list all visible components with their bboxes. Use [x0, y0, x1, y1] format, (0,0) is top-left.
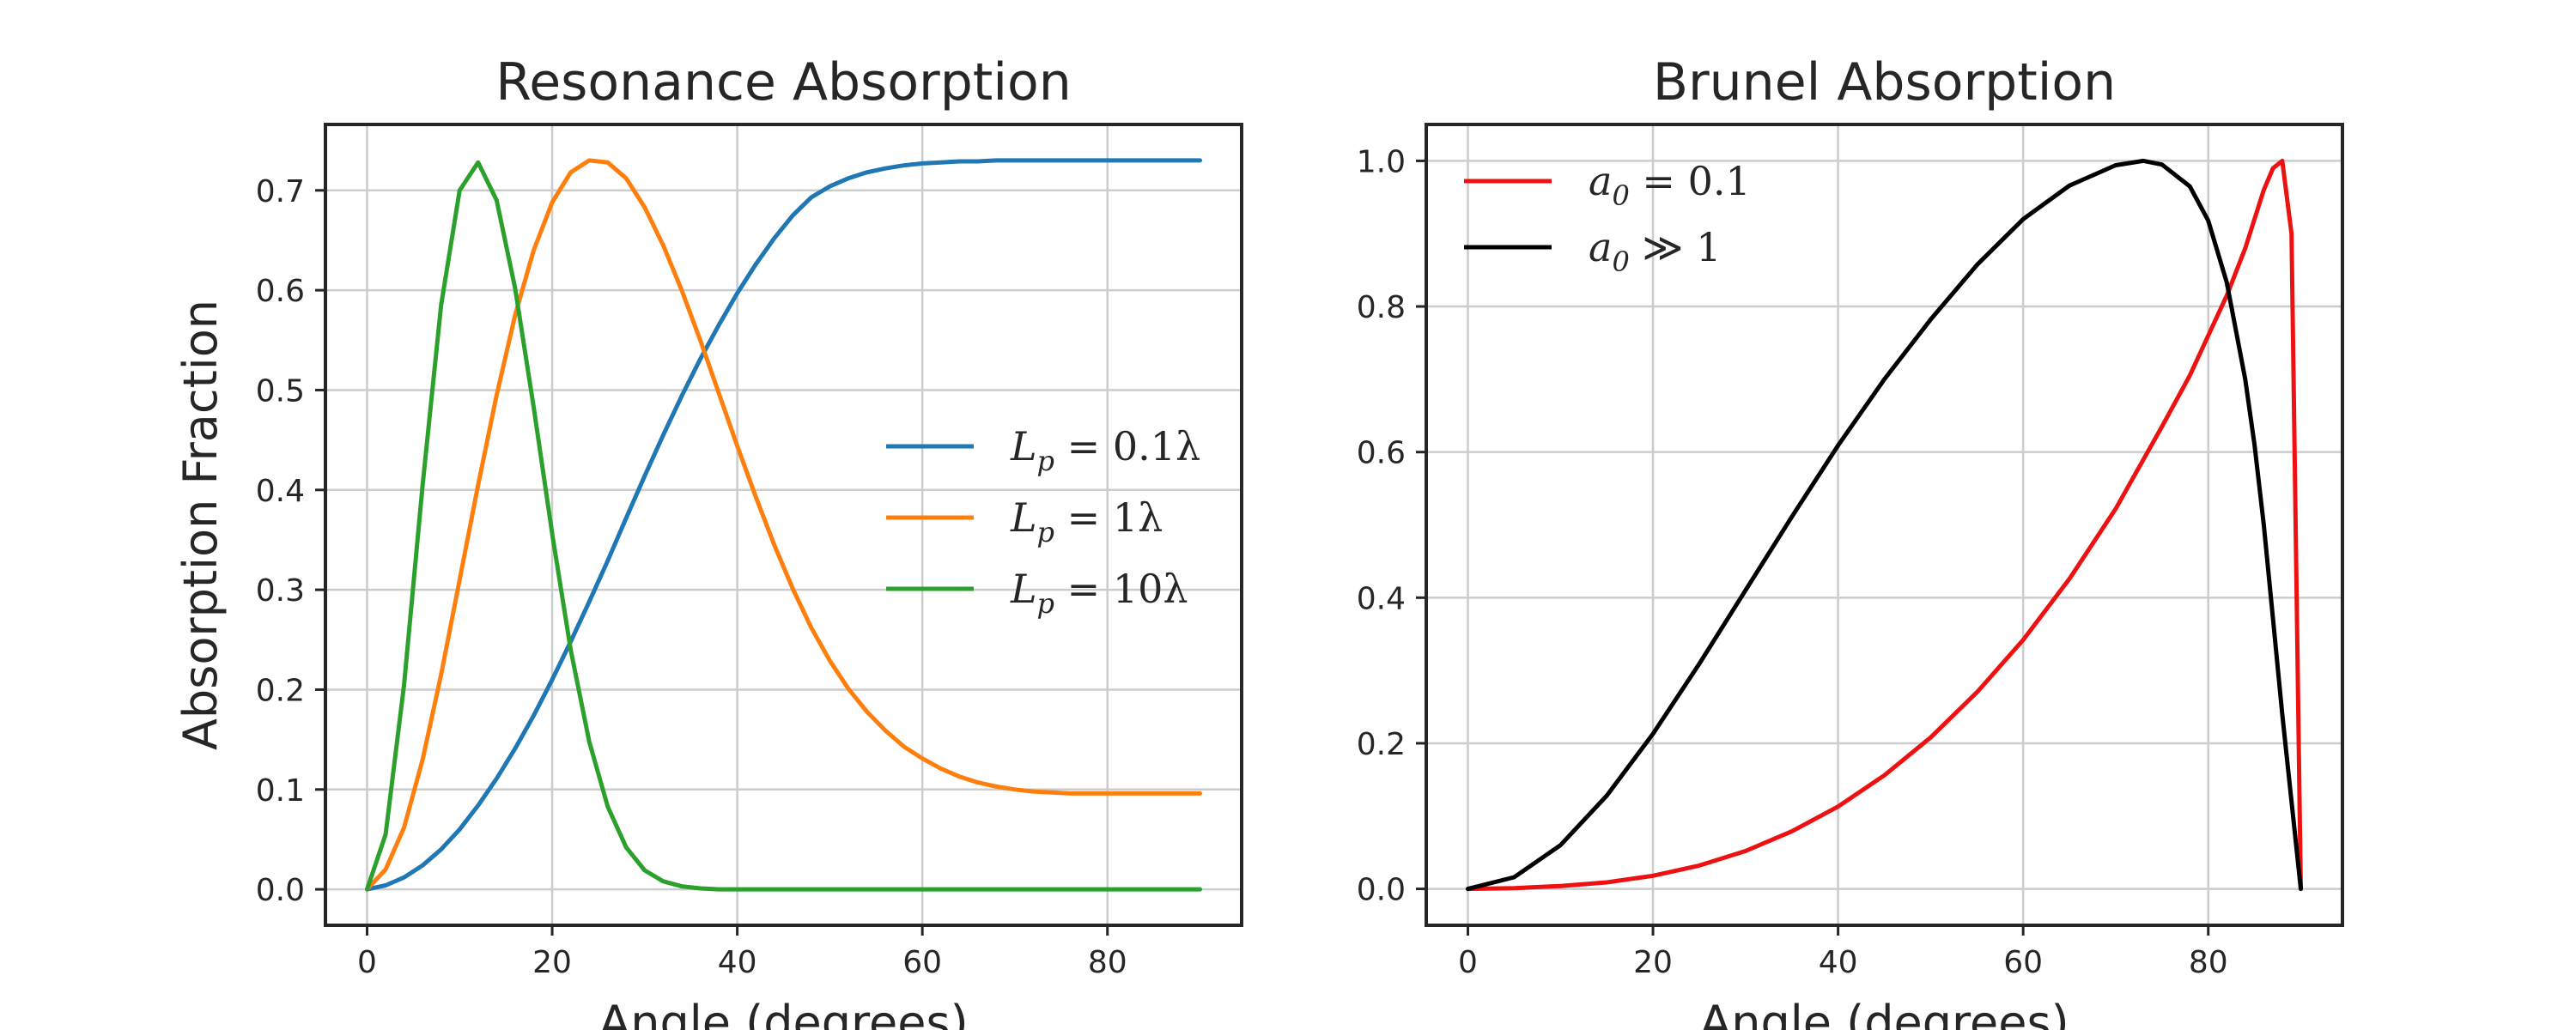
series-line-lp-10	[365, 160, 1202, 892]
y-tick-label: 0.6	[1357, 436, 1406, 471]
chart-title: Resonance Absorption	[495, 52, 1071, 112]
series-line-a0-1	[1466, 158, 2303, 892]
x-tick-label: 80	[1088, 945, 1127, 980]
y-tick-label: 0.0	[256, 873, 305, 908]
x-axis-label: Angle (degrees)	[598, 996, 968, 1030]
brunel-absorption-panel: 0 20 40 60 80 0.0 0.2 0.4 0.6 0.8 1.0 Brunel Absorp…	[1357, 52, 2344, 1030]
x-tick-label: 0	[1458, 945, 1478, 980]
y-tick-label: 1.0	[1357, 144, 1406, 179]
y-tick-label: 0.2	[1357, 727, 1406, 762]
x-tick-label: 60	[902, 945, 942, 980]
x-axis-label: Angle (degrees)	[1699, 996, 2069, 1030]
y-tick-label: 0.0	[1357, 873, 1406, 908]
y-tick-label: 0.3	[256, 573, 305, 609]
y-tick-label: 0.5	[256, 373, 305, 409]
legend-label: a0 ≫ 1	[1589, 224, 1721, 278]
legend-label: Lp = 1λ	[1010, 494, 1163, 548]
legend-label: Lp = 0.1λ	[1010, 423, 1200, 477]
series-line-lp-1	[365, 158, 1202, 892]
legend-label: Lp = 10λ	[1010, 566, 1188, 620]
chart-title: Brunel Absorption	[1653, 52, 2116, 112]
y-tick-label: 0.8	[1357, 290, 1406, 325]
x-tick-label: 40	[718, 945, 757, 980]
x-tick-label: 80	[2189, 945, 2228, 980]
x-tick-label: 20	[1633, 945, 1673, 980]
plot-frame	[324, 123, 1243, 927]
x-tick-label: 40	[1819, 945, 1858, 980]
x-tick-label: 0	[357, 945, 377, 980]
plot-frame	[1425, 123, 2344, 927]
y-tick-label: 0.2	[256, 673, 305, 708]
series-line-a0-0-1	[1466, 158, 2303, 892]
y-tick-label: 0.1	[256, 773, 305, 809]
y-tick-label: 0.4	[1357, 581, 1406, 616]
y-tick-label: 0.6	[256, 274, 305, 309]
x-tick-label: 60	[2003, 945, 2043, 980]
legend-label: a0 = 0.1	[1589, 158, 1751, 212]
resonance-absorption-panel: 0 20 40 60 80 0.0 0.1 0.2 0.3 0.4 0.5 0.6 0.7 Resonan…	[173, 52, 1243, 1030]
y-axis-label: Absorption Fraction	[173, 300, 228, 750]
series-line-lp-0-1	[365, 158, 1202, 892]
y-tick-label: 0.4	[256, 474, 305, 509]
y-tick-label: 0.7	[256, 174, 305, 209]
x-tick-label: 20	[532, 945, 572, 980]
